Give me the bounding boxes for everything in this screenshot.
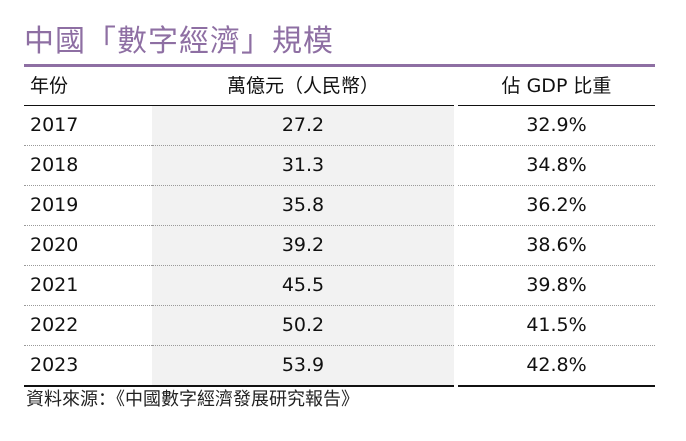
row-year: 2019 bbox=[24, 185, 152, 226]
row-value: 50.2 bbox=[152, 305, 456, 346]
table-row: 2021 45.5 39.8% bbox=[24, 265, 655, 306]
source-note: 資料來源：《中國數字經濟發展研究報告》 bbox=[26, 389, 359, 410]
row-share: 39.8% bbox=[454, 265, 655, 306]
row-year: 2023 bbox=[24, 345, 152, 387]
header-year: 年份 bbox=[24, 67, 152, 106]
row-share: 41.5% bbox=[454, 305, 655, 346]
table-row: 2022 50.2 41.5% bbox=[24, 305, 655, 346]
title-underline bbox=[24, 64, 655, 67]
table-header-row: 年份 萬億元（人民幣） 佔 GDP 比重 bbox=[24, 67, 655, 106]
table-row: 2018 31.3 34.8% bbox=[24, 145, 655, 186]
row-value: 31.3 bbox=[152, 145, 456, 186]
header-value: 萬億元（人民幣） bbox=[152, 67, 456, 106]
table-row: 2020 39.2 38.6% bbox=[24, 225, 655, 266]
row-share: 38.6% bbox=[454, 225, 655, 266]
header-share: 佔 GDP 比重 bbox=[454, 67, 655, 106]
row-year: 2017 bbox=[24, 105, 152, 146]
row-value: 45.5 bbox=[152, 265, 456, 306]
row-share: 32.9% bbox=[454, 105, 655, 146]
page-title: 中國「數字經濟」規模 bbox=[24, 24, 334, 59]
row-year: 2020 bbox=[24, 225, 152, 266]
row-share: 36.2% bbox=[454, 185, 655, 226]
data-table: 年份 萬億元（人民幣） 佔 GDP 比重 2017 27.2 32.9% 201… bbox=[24, 67, 655, 387]
row-value: 39.2 bbox=[152, 225, 456, 266]
row-value: 35.8 bbox=[152, 185, 456, 226]
row-share: 42.8% bbox=[454, 345, 655, 387]
row-year: 2018 bbox=[24, 145, 152, 186]
row-year: 2021 bbox=[24, 265, 152, 306]
table-row: 2017 27.2 32.9% bbox=[24, 105, 655, 146]
table-row: 2019 35.8 36.2% bbox=[24, 185, 655, 226]
row-share: 34.8% bbox=[454, 145, 655, 186]
row-year: 2022 bbox=[24, 305, 152, 346]
row-value: 53.9 bbox=[152, 345, 456, 387]
table-row: 2023 53.9 42.8% bbox=[24, 345, 655, 387]
row-value: 27.2 bbox=[152, 105, 456, 146]
